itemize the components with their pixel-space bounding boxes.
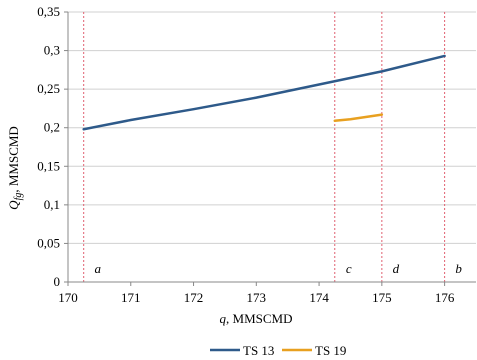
y-tick-label: 0,25 <box>37 81 60 96</box>
y-axis-unit: , MMSCMD <box>6 126 21 192</box>
legend-label-ts19: TS 19 <box>315 343 346 358</box>
y-tick-label: 0 <box>54 274 61 289</box>
x-axis-unit: , MMSCMD <box>226 311 292 326</box>
y-tick-label: 0,35 <box>37 4 60 19</box>
y-tick-label: 0,05 <box>37 235 60 250</box>
x-tick-label: 174 <box>309 290 329 305</box>
x-tick-labels: 170 171 172 173 174 175 176 <box>58 290 455 305</box>
marker-label-c: c <box>346 261 352 276</box>
y-tick-label: 0,3 <box>44 43 60 58</box>
marker-lines: a b c d <box>83 12 462 282</box>
x-tick-label: 170 <box>58 290 78 305</box>
x-tick-label: 175 <box>372 290 392 305</box>
grid-lines <box>68 11 476 244</box>
x-axis-var: q <box>220 311 227 326</box>
x-tick-label: 171 <box>121 290 141 305</box>
marker-label-a: a <box>94 261 101 276</box>
marker-label-b: b <box>455 261 462 276</box>
y-tick-label: 0,2 <box>44 120 60 135</box>
x-tick-label: 172 <box>184 290 204 305</box>
legend-label-ts13: TS 13 <box>243 343 274 358</box>
y-axis-title: Qfg, MMSCMD <box>6 126 24 210</box>
series-line-ts-13 <box>82 54 446 131</box>
y-axis-var: Q <box>6 200 21 210</box>
x-axis-title: q, MMSCMD <box>220 311 293 326</box>
axes <box>64 11 476 286</box>
y-tick-label: 0,1 <box>44 197 60 212</box>
y-axis-sub: fg <box>13 193 24 201</box>
y-tick-labels: 0 0,05 0,1 0,15 0,2 0,25 0,3 0,35 <box>37 4 60 289</box>
x-tick-label: 176 <box>435 290 455 305</box>
y-tick-label: 0,15 <box>37 158 60 173</box>
legend: TS 13 TS 19 <box>210 343 346 358</box>
plot-series <box>82 54 446 131</box>
series-line-ts-19 <box>333 113 384 123</box>
marker-label-d: d <box>393 261 400 276</box>
x-tick-label: 173 <box>247 290 267 305</box>
